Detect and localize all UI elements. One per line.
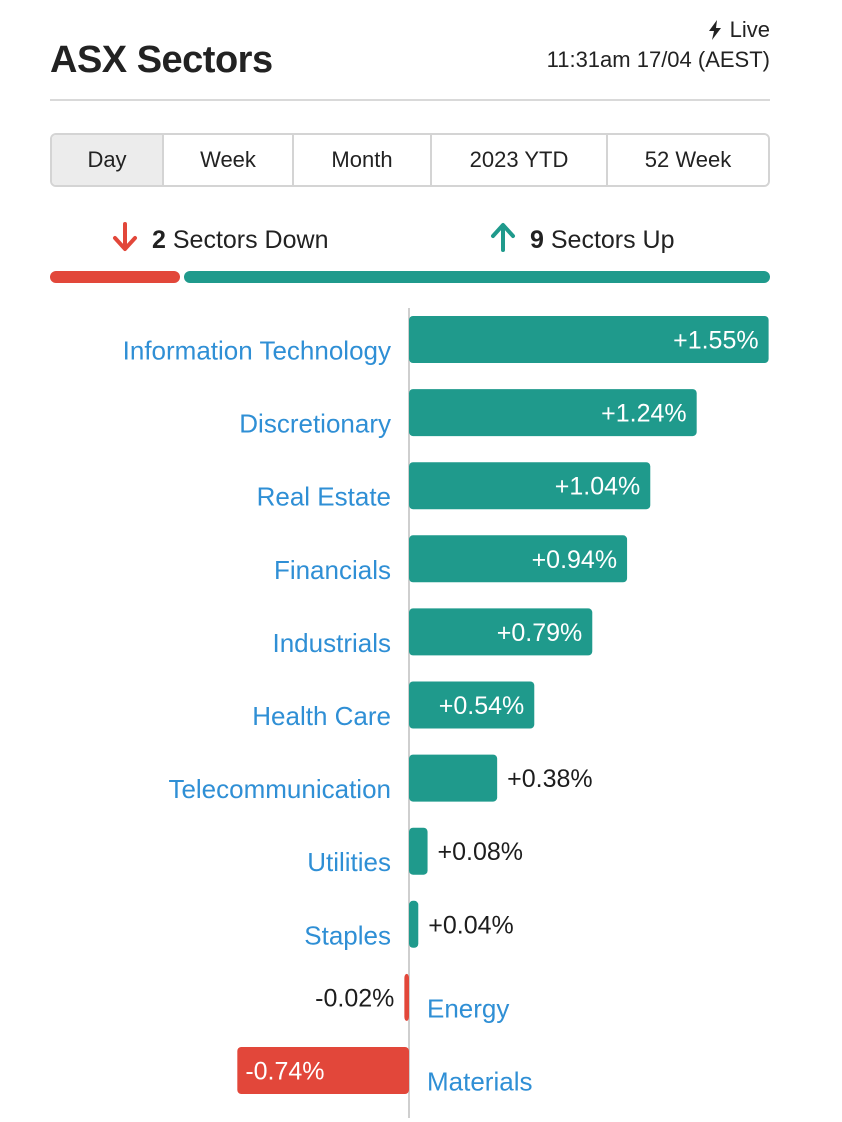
tab-52-week[interactable]: 52 Week: [608, 135, 768, 185]
value-label: -0.74%: [245, 1058, 324, 1086]
tab-day[interactable]: Day: [52, 135, 164, 185]
bar-staples[interactable]: [409, 900, 419, 948]
breadth-bar-up: [184, 271, 770, 283]
category-label[interactable]: Energy: [427, 993, 509, 1023]
category-label[interactable]: Financials: [274, 555, 391, 585]
header-divider: [50, 99, 770, 101]
value-label: +1.04%: [555, 473, 641, 501]
tab-2023-ytd[interactable]: 2023 YTD: [432, 135, 608, 185]
category-label[interactable]: Materials: [427, 1067, 532, 1097]
category-label[interactable]: Health Care: [252, 701, 391, 731]
tab-week[interactable]: Week: [164, 135, 294, 185]
value-label: -0.02%: [315, 984, 394, 1012]
bar-discretionary[interactable]: [409, 389, 697, 437]
value-label: +1.55%: [673, 327, 759, 355]
category-label[interactable]: Information Technology: [123, 336, 391, 366]
lightning-icon: [708, 20, 722, 40]
value-label: +0.08%: [438, 838, 524, 866]
category-label[interactable]: Telecommunication: [168, 774, 391, 804]
live-label: Live: [729, 17, 770, 42]
bar-information-technology[interactable]: [409, 316, 769, 363]
page-title: ASX Sectors: [50, 39, 273, 81]
sectors-up-count: 9: [530, 225, 544, 254]
arrow-down-icon: [112, 221, 138, 259]
bar-utilities[interactable]: [409, 827, 428, 875]
arrow-up-icon: [490, 222, 516, 259]
breadth-bar-down: [50, 271, 180, 283]
category-label[interactable]: Real Estate: [257, 482, 391, 512]
period-tabs: Day Week Month 2023 YTD 52 Week: [50, 133, 770, 187]
sectors-down-label: Sectors Down: [172, 225, 329, 254]
bar-energy[interactable]: [404, 973, 409, 1021]
value-label: +0.38%: [507, 765, 593, 793]
sectors-down-summary: 2 Sectors Down: [112, 220, 328, 260]
category-label[interactable]: Industrials: [273, 628, 392, 658]
value-label: +0.79%: [497, 619, 583, 647]
bar-financials[interactable]: [409, 535, 628, 583]
bar-real-estate[interactable]: [409, 462, 651, 510]
category-label[interactable]: Discretionary: [239, 409, 391, 439]
value-label: +0.54%: [439, 692, 525, 720]
value-label: +1.24%: [601, 400, 687, 428]
bar-telecommunication[interactable]: [409, 754, 498, 802]
timestamp: 11:31am 17/04 (AEST): [546, 47, 770, 72]
bar-materials[interactable]: [237, 1047, 409, 1094]
bar-health-care[interactable]: [409, 681, 535, 729]
value-label: +0.04%: [428, 911, 514, 939]
sectors-up-label: Sectors Up: [550, 225, 675, 254]
live-indicator: Live: [708, 16, 770, 44]
bar-industrials[interactable]: [409, 608, 593, 656]
category-label[interactable]: Utilities: [307, 847, 391, 877]
sectors-down-count: 2: [152, 225, 166, 254]
sectors-up-summary: 9 Sectors Up: [490, 220, 675, 260]
tab-month[interactable]: Month: [294, 135, 432, 185]
category-label[interactable]: Staples: [304, 920, 391, 950]
value-label: +0.94%: [532, 546, 618, 574]
